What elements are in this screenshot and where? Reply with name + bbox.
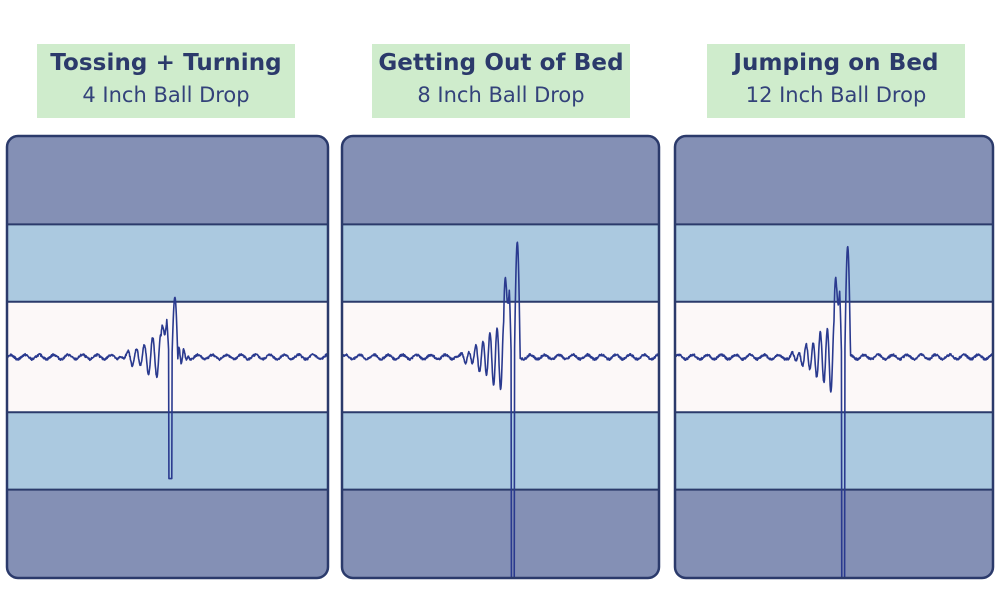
- chart-bands: [7, 136, 328, 578]
- band-outer-4: [342, 489, 659, 578]
- chart-title: Getting Out of Bed: [378, 50, 624, 76]
- band-outer-4: [7, 489, 328, 578]
- signal-line-0: [342, 241, 659, 578]
- chart-bands: [675, 136, 993, 578]
- signal-line-0: [7, 296, 328, 480]
- chart-border: [340, 134, 661, 580]
- band-outer-0: [7, 136, 328, 225]
- motion-transfer-chart-2: [340, 134, 661, 580]
- chart-subtitle: 12 Inch Ball Drop: [745, 83, 927, 107]
- chart-border: [5, 134, 330, 580]
- chart-border: [673, 134, 995, 580]
- band-outer-0: [675, 136, 993, 225]
- band-middle-3: [7, 412, 328, 490]
- chart-svg: [340, 134, 661, 580]
- band-middle-1: [7, 224, 328, 302]
- label-getting-out-of-bed: Getting Out of Bed 8 Inch Ball Drop: [372, 44, 630, 118]
- chart-title: Tossing + Turning: [50, 50, 282, 76]
- label-jumping-on-bed: Jumping on Bed 12 Inch Ball Drop: [707, 44, 965, 118]
- label-tossing-turning: Tossing + Turning 4 Inch Ball Drop: [37, 44, 295, 118]
- chart-svg: [673, 134, 995, 580]
- band-middle-1: [342, 224, 659, 302]
- band-middle-1: [675, 224, 993, 302]
- band-outer-4: [675, 489, 993, 578]
- signal-line-0: [675, 245, 993, 578]
- band-middle-3: [342, 412, 659, 490]
- band-middle-3: [675, 412, 993, 490]
- chart-bands: [342, 136, 659, 578]
- chart-subtitle: 4 Inch Ball Drop: [82, 83, 250, 107]
- chart-svg: [5, 134, 330, 580]
- motion-transfer-chart-1: [5, 134, 330, 580]
- chart-subtitle: 8 Inch Ball Drop: [417, 83, 585, 107]
- chart-title: Jumping on Bed: [733, 50, 939, 76]
- motion-transfer-chart-3: [673, 134, 995, 580]
- band-outer-0: [342, 136, 659, 225]
